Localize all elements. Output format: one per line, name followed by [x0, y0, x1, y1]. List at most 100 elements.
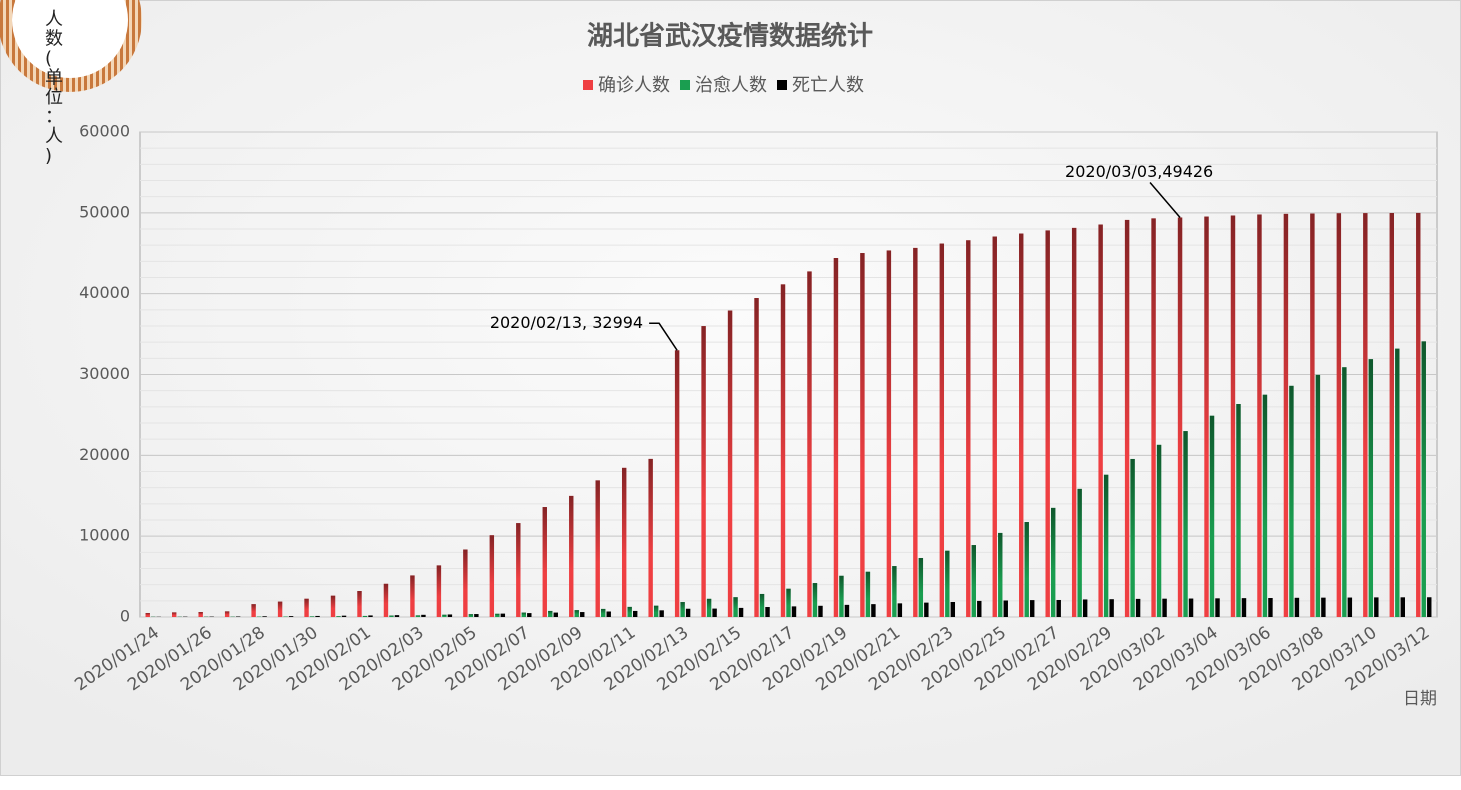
- bar-shade: [521, 612, 527, 617]
- bar-shade: [1389, 213, 1394, 617]
- bar-shade: [844, 604, 850, 617]
- legend-label: 治愈人数: [695, 75, 767, 96]
- bar-shade: [812, 583, 818, 617]
- bar-shade: [516, 523, 521, 617]
- y-tick-label: 50000: [79, 202, 130, 221]
- bar-shade: [436, 565, 442, 617]
- bar-shade: [569, 495, 574, 617]
- bar-shade: [1374, 597, 1379, 617]
- bar-shade: [892, 566, 897, 617]
- bar-shade: [1363, 213, 1368, 617]
- bar-shade: [1395, 348, 1400, 617]
- bar-shade: [971, 545, 976, 617]
- bar-shade: [442, 614, 447, 617]
- y-tick-label: 30000: [79, 364, 130, 383]
- bar-shade: [685, 608, 691, 617]
- bar-shade: [1204, 216, 1209, 617]
- chart-title: 湖北省武汉疫情数据统计: [587, 21, 873, 52]
- bar-shade: [527, 613, 532, 617]
- bar-shade: [706, 598, 712, 617]
- bar-shade: [595, 480, 600, 617]
- bar-shade: [468, 614, 474, 617]
- bar-shade: [1294, 597, 1300, 617]
- legend: 确诊人数 治愈人数 死亡人数: [583, 75, 864, 96]
- bar-shade: [833, 258, 839, 617]
- bar-shade: [1421, 341, 1426, 617]
- legend-label: 确诊人数: [598, 75, 670, 96]
- bar-shade: [489, 535, 495, 617]
- bar-shade: [950, 601, 956, 617]
- legend-label: 死亡人数: [792, 75, 864, 96]
- bar-shade: [1103, 474, 1109, 617]
- bar-shade: [759, 593, 765, 617]
- bar-shade: [1336, 213, 1342, 617]
- bar-shade: [574, 610, 579, 617]
- bar-shade: [1077, 488, 1082, 617]
- bar-shade: [1342, 367, 1347, 617]
- bar-shade: [918, 557, 924, 617]
- bar-shade: [860, 253, 865, 618]
- bar-shade: [1188, 598, 1194, 617]
- bar-shade: [791, 606, 797, 617]
- bar-shade: [945, 550, 950, 617]
- bar-shade: [224, 611, 230, 617]
- bar-shade: [1400, 597, 1405, 617]
- y-tick-label: 0: [120, 607, 130, 626]
- bar-shade: [1241, 598, 1247, 617]
- y-tick-label: 10000: [79, 526, 130, 545]
- bar-shade: [601, 608, 606, 617]
- bar-shade: [1177, 217, 1183, 618]
- bar-shade: [172, 612, 177, 617]
- bar-shade: [389, 615, 394, 617]
- annotation-leader: [649, 322, 678, 351]
- bar-shade: [368, 615, 373, 617]
- legend-swatch: [680, 80, 690, 90]
- bar-shade: [1024, 522, 1029, 617]
- bar-shade: [198, 612, 203, 617]
- bar-shade: [288, 616, 294, 617]
- bar-shade: [330, 595, 336, 617]
- bar-shade: [1347, 597, 1353, 617]
- bar-shade: [886, 250, 892, 617]
- bar-shade: [939, 243, 945, 617]
- bar-shade: [251, 604, 256, 617]
- bar-shade: [632, 610, 638, 617]
- bar-shade: [765, 607, 770, 617]
- bar-shade: [1019, 233, 1024, 617]
- bar-shade: [1130, 458, 1135, 617]
- bar-shade: [410, 575, 415, 617]
- bar-shade: [754, 298, 759, 617]
- bar-shade: [1156, 444, 1162, 617]
- bar-shade: [1310, 213, 1315, 617]
- bar-shade: [548, 610, 553, 617]
- bar-shade: [674, 350, 680, 617]
- bar-shade: [1289, 385, 1294, 617]
- bar-shade: [701, 326, 706, 617]
- bar-shade: [977, 600, 982, 617]
- bar-shade: [865, 571, 871, 617]
- bar-shade: [1427, 597, 1432, 617]
- bar-shade: [780, 284, 786, 617]
- annotation: 2020/02/13, 32994: [490, 313, 643, 332]
- bar-shade: [394, 615, 400, 617]
- bar-shade: [924, 602, 929, 617]
- bar-shade: [341, 615, 347, 617]
- bar-shade: [712, 608, 717, 617]
- x-axis-label: 日期: [1403, 689, 1437, 709]
- legend-swatch: [777, 80, 787, 90]
- bar-shade: [1151, 218, 1156, 617]
- bar-shade: [277, 601, 283, 617]
- bar-shade: [1082, 599, 1088, 617]
- y-tick-label: 60000: [79, 122, 130, 141]
- bar-shade: [1262, 394, 1268, 617]
- bar-shade: [1416, 212, 1421, 617]
- bar-shade: [309, 616, 315, 617]
- bar-shade: [1230, 215, 1236, 618]
- bar-shade: [542, 507, 547, 617]
- bar-shade: [621, 467, 627, 617]
- bar-shade: [1236, 404, 1241, 617]
- bar-shade: [897, 603, 903, 617]
- y-axis-label: 人数(单位：人): [45, 9, 63, 167]
- bar-shade: [648, 458, 653, 617]
- bar-shade: [383, 583, 389, 617]
